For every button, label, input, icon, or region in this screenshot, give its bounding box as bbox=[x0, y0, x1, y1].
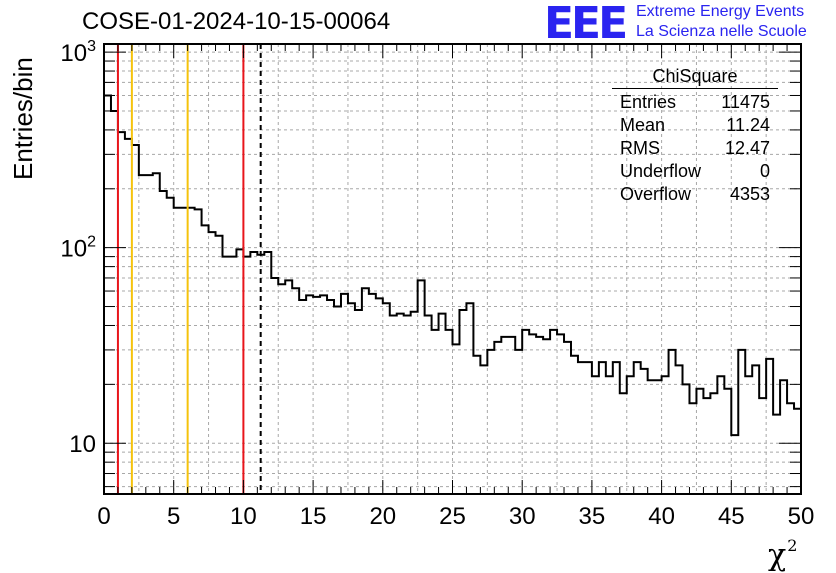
x-tick-label: 35 bbox=[579, 503, 606, 530]
x-axis-label-symbol: χ bbox=[768, 538, 786, 573]
y-tick-exponent: 3 bbox=[87, 38, 96, 55]
chart-title: COSE-01-2024-10-15-00064 bbox=[82, 8, 390, 36]
stats-label: Entries bbox=[620, 91, 676, 114]
reference-lines bbox=[118, 44, 261, 494]
y-tick-exponent: 2 bbox=[87, 234, 96, 251]
x-tick-label: 0 bbox=[97, 503, 110, 530]
x-tick-label: 40 bbox=[648, 503, 675, 530]
stats-row-entries: Entries 11475 bbox=[612, 91, 778, 114]
stats-title: ChiSquare bbox=[612, 66, 778, 89]
x-tick-label: 45 bbox=[718, 503, 745, 530]
y-tick-base: 10 bbox=[60, 236, 87, 263]
x-tick-label: 25 bbox=[439, 503, 466, 530]
y-tick-base: 10 bbox=[60, 40, 87, 67]
stats-value: 4353 bbox=[730, 183, 770, 206]
stats-value: 11.24 bbox=[726, 114, 770, 137]
y-tick-label: 102 bbox=[60, 234, 96, 263]
stats-row-rms: RMS 12.47 bbox=[612, 137, 778, 160]
stats-row-mean: Mean 11.24 bbox=[612, 114, 778, 137]
stats-row-overflow: Overflow 4353 bbox=[612, 183, 778, 206]
x-tick-label: 30 bbox=[509, 503, 536, 530]
x-tick-label: 10 bbox=[230, 503, 257, 530]
stats-row-underflow: Underflow 0 bbox=[612, 160, 778, 183]
x-tick-label: 15 bbox=[300, 503, 327, 530]
stats-value: 12.47 bbox=[725, 137, 770, 160]
logo-text-line1: Extreme Energy Events bbox=[636, 3, 804, 21]
stats-label: RMS bbox=[620, 137, 660, 160]
x-tick-label: 50 bbox=[788, 503, 815, 530]
y-axis-label: Entries/bin bbox=[8, 57, 39, 180]
x-tick-label: 5 bbox=[167, 503, 180, 530]
stats-label: Mean bbox=[620, 114, 665, 137]
y-tick-label: 10 bbox=[69, 431, 96, 458]
stats-value: 11475 bbox=[721, 91, 770, 114]
stats-label: Overflow bbox=[620, 183, 691, 206]
x-axis-label-exponent: 2 bbox=[787, 536, 797, 555]
eee-logo: EEE bbox=[544, 2, 625, 46]
stats-label: Underflow bbox=[620, 160, 701, 183]
x-tick-label: 20 bbox=[369, 503, 396, 530]
x-axis-label: χ2 bbox=[768, 536, 797, 573]
y-tick-label: 103 bbox=[60, 38, 96, 67]
stats-value: 0 bbox=[760, 160, 770, 183]
y-tick-base: 10 bbox=[69, 431, 96, 458]
logo-text-line2: La Scienza nelle Scuole bbox=[636, 23, 807, 41]
